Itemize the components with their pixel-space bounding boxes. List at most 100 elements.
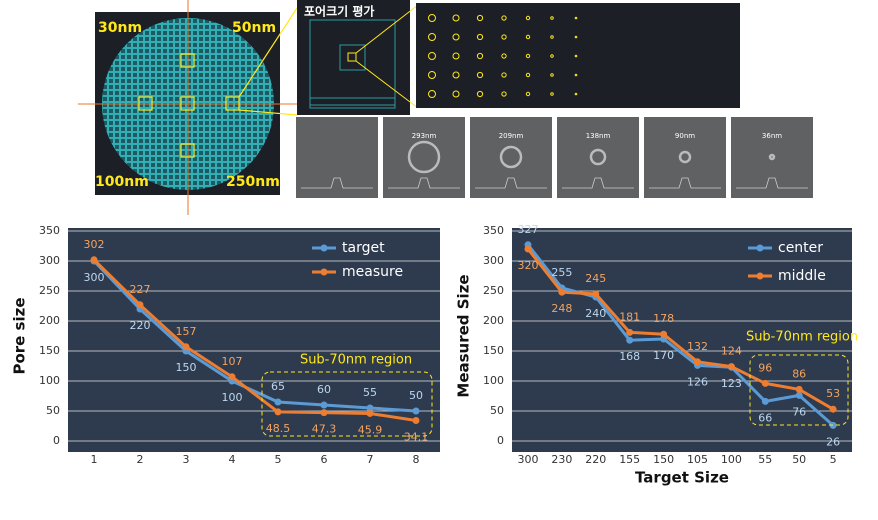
data-label: 55 [363,386,377,399]
data-label: 53 [826,387,840,400]
y-tick-label: 50 [490,404,504,417]
data-label: 181 [619,310,640,323]
pattern-dot [574,35,578,39]
x-tick-label: 1 [91,453,98,466]
data-label: 327 [518,223,539,236]
zoom-title: 포어크기 평가 [304,4,374,19]
sem-profile [301,177,373,189]
data-label: 76 [792,405,806,418]
data-point [366,404,374,412]
pattern-dot [501,91,507,97]
y-tick-label: 0 [53,434,60,447]
data-point [626,336,634,344]
data-point [660,330,668,338]
pattern-dot [525,72,531,78]
x-tick-label: 8 [413,453,420,466]
sem-label: 209nm [499,132,524,140]
sem-profile [475,177,547,189]
pattern-dot [525,53,531,59]
data-point [412,417,420,425]
pattern-dot [428,52,436,60]
pattern-dot [452,14,460,22]
sem-images: 293nm 209nm 138nm 90nm 36nm [296,117,813,198]
sem-profile [388,177,460,189]
y-tick-label: 100 [483,374,504,387]
data-point [228,373,236,381]
pattern-dot [501,34,507,40]
pattern-dot [550,16,554,20]
annotation: Sub-70nm region [746,330,858,345]
data-label: 47.3 [312,423,337,436]
data-label: 26 [826,435,840,448]
x-tick-label: 5 [275,453,282,466]
sem-profile [649,177,721,189]
pattern-dot [525,15,531,21]
x-tick-label: 50 [792,453,806,466]
sem-label: 36nm [762,132,782,140]
data-label: 170 [653,349,674,362]
data-label: 86 [792,367,806,380]
data-point [592,290,600,298]
plot-area [68,228,440,452]
pattern-dot [574,54,578,58]
x-axis-label: Target Size [635,469,729,487]
zoom-marker [347,52,357,62]
data-label: 248 [551,302,572,315]
data-point [274,408,282,416]
sem-pore [678,150,692,164]
data-point [320,409,328,417]
pattern-dots [428,14,578,98]
data-point [90,256,98,264]
pattern-dot [476,71,484,79]
x-tick-label: 2 [137,453,144,466]
data-label: 168 [619,350,640,363]
legend-label: target [342,240,385,256]
zoom-lines [355,4,419,109]
y-tick-label: 300 [39,254,60,267]
wafer-label: 100nm [95,174,149,190]
pattern-dot [476,90,484,98]
data-label: 227 [130,283,151,296]
sem-pore [499,145,523,169]
x-tick-label: 155 [619,453,640,466]
pattern-dot [428,14,436,22]
pattern-dot [452,90,460,98]
data-label: 220 [130,319,151,332]
data-label: 34.1 [404,431,429,444]
pattern-dot [501,53,507,59]
legend-label: middle [778,268,826,284]
legend-label: center [778,240,823,256]
y-tick-label: 0 [497,434,504,447]
zoom-image [297,0,410,115]
legend-marker [320,244,328,252]
data-label: 255 [551,266,572,279]
sem-image [731,117,813,198]
data-point [829,405,837,413]
pattern-dot [525,91,531,97]
data-point [558,288,566,296]
x-tick-label: 100 [721,453,742,466]
pattern-dot [501,15,507,21]
x-tick-label: 300 [518,453,539,466]
x-tick-label: 220 [585,453,606,466]
data-label: 48.5 [266,422,291,435]
pattern-dot [574,92,578,96]
annotation-box [261,371,433,437]
y-tick-label: 150 [39,344,60,357]
y-tick-label: 200 [483,314,504,327]
data-label: 126 [687,375,708,388]
data-label: 65 [271,380,285,393]
pattern-dot [428,71,436,79]
y-tick-label: 150 [483,344,504,357]
data-point [829,421,837,429]
data-label: 124 [721,345,742,358]
pattern-dot [452,71,460,79]
sem-pore [589,148,607,166]
y-tick-label: 250 [39,284,60,297]
x-tick-label: 55 [758,453,772,466]
pattern-dot [501,72,507,78]
data-label: 66 [758,411,772,424]
data-label: 96 [758,361,772,374]
legend-marker [756,272,764,280]
x-tick-label: 3 [183,453,190,466]
